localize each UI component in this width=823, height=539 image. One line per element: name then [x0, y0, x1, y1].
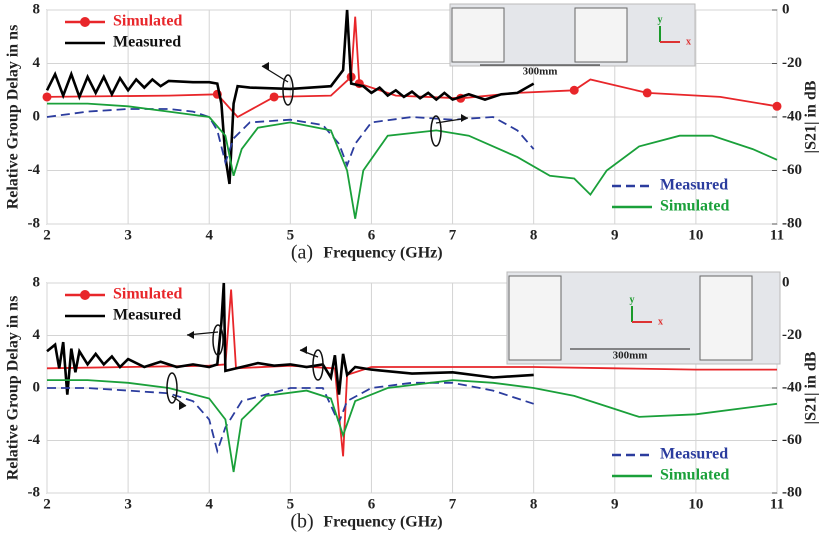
x-tick-label: 6 [368, 496, 376, 512]
y2-tick-label: -20 [782, 327, 802, 343]
y2-tick-label: -80 [782, 215, 802, 231]
y2-tick-label: -60 [782, 432, 802, 448]
x-tick-label: 6 [368, 227, 376, 243]
axis-glyph-label: x [686, 36, 691, 47]
legend-label: Measured [660, 177, 728, 194]
x-tick-label: 2 [43, 227, 51, 243]
legend-label: Simulated [113, 286, 182, 303]
antenna-board [452, 8, 504, 62]
y-tick-label: 0 [33, 379, 41, 395]
y2-tick-label: -60 [782, 162, 802, 178]
x-tick-label: 3 [124, 496, 132, 512]
y2-tick-label: -80 [782, 484, 802, 500]
x-tick-label: 7 [449, 496, 457, 512]
y-tick-label: 4 [33, 327, 41, 343]
y-tick-label: -8 [28, 215, 41, 231]
x-tick-label: 9 [611, 496, 619, 512]
legend-label: Simulated [660, 467, 729, 484]
x-tick-label: 3 [124, 227, 132, 243]
subplot-label: (a) [291, 242, 313, 264]
legend-label: Simulated [660, 198, 729, 215]
y-tick-label: -8 [28, 484, 41, 500]
x-tick-label: 2 [43, 496, 51, 512]
antenna-board [575, 8, 627, 62]
legend-label: Measured [113, 34, 181, 51]
marker [643, 88, 652, 97]
legend-marker [80, 290, 90, 300]
x-tick-label: 4 [205, 496, 213, 512]
x-tick-label: 8 [530, 227, 538, 243]
y-tick-label: 8 [33, 1, 41, 17]
axis-glyph-label: y [630, 294, 635, 305]
y-tick-label: 8 [33, 274, 41, 290]
y2-tick-label: -40 [782, 108, 802, 124]
x-tick-label: 4 [205, 227, 213, 243]
y-axis-label: Relative Group Delay in ns [5, 296, 22, 481]
marker [270, 92, 279, 101]
y-tick-label: -4 [28, 432, 41, 448]
axis-glyph-label: x [658, 316, 663, 327]
subplot-label: (b) [290, 511, 313, 533]
y-axis-label: Relative Group Delay in ns [5, 25, 22, 210]
figure: 234567891011-8-4048-80-60-40-200300mmyxS… [0, 0, 823, 539]
y2-axis-label: |S21| in dB [803, 80, 820, 153]
marker [773, 102, 782, 111]
axis-glyph-label: y [658, 14, 663, 25]
legend-marker [80, 17, 90, 27]
y-tick-label: -4 [28, 162, 41, 178]
legend-label: Simulated [113, 13, 182, 30]
y-tick-label: 4 [33, 55, 41, 71]
x-axis-label: Frequency (GHz) [323, 245, 442, 262]
legend-label: Measured [113, 307, 181, 324]
page: {"chart_data": [ {"type": "line", "label… [0, 0, 823, 539]
antenna-board [509, 276, 561, 360]
inset-label: 300mm [613, 350, 648, 362]
y2-tick-label: 0 [782, 274, 790, 290]
x-tick-label: 10 [688, 227, 703, 243]
x-tick-label: 9 [611, 227, 619, 243]
antenna-board [700, 276, 752, 360]
y2-tick-label: 0 [782, 1, 790, 17]
x-tick-label: 10 [688, 496, 703, 512]
y2-tick-label: -20 [782, 55, 802, 71]
x-tick-label: 8 [530, 496, 538, 512]
y2-tick-label: -40 [782, 379, 802, 395]
marker [570, 86, 579, 95]
legend-label: Measured [660, 446, 728, 463]
marker [43, 92, 52, 101]
y-tick-label: 0 [33, 108, 41, 124]
inset-label: 300mm [523, 66, 558, 78]
y2-axis-label: |S21| in dB [803, 351, 820, 424]
x-axis-label: Frequency (GHz) [323, 514, 442, 531]
x-tick-label: 7 [449, 227, 457, 243]
